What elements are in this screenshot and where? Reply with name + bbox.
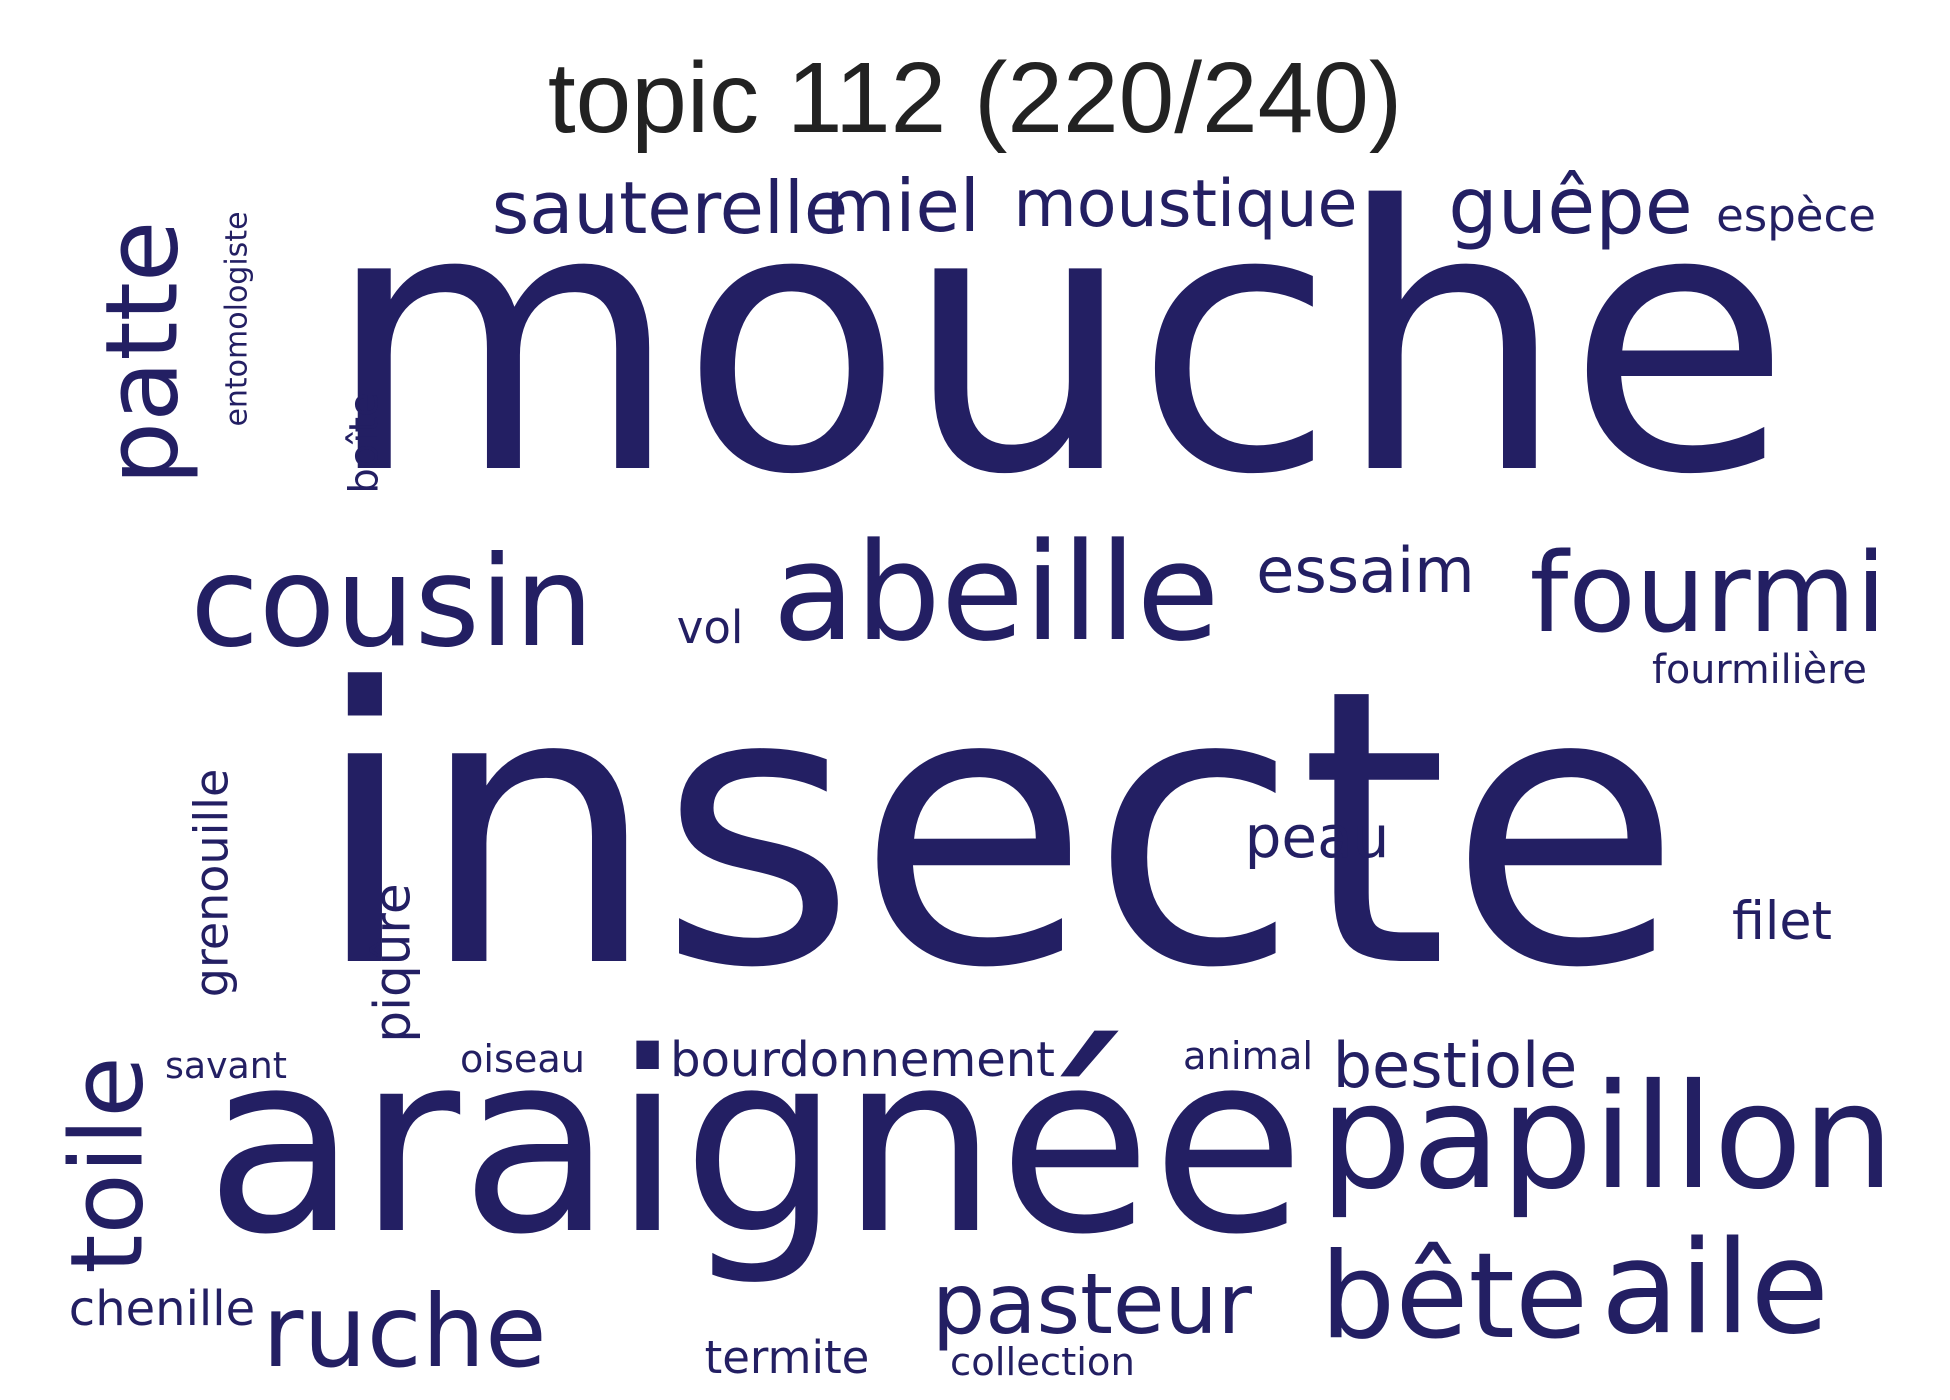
word-ruche: ruche: [262, 1273, 547, 1390]
word-collection: collection: [950, 1339, 1135, 1385]
word-espece: espèce: [1716, 189, 1876, 242]
word-pasteur: pasteur: [932, 1254, 1252, 1353]
word-sauterelle: sauterelle: [491, 166, 849, 250]
word-papillon: papillon: [1319, 1053, 1895, 1222]
word-guepe: guêpe: [1448, 162, 1693, 252]
word-araignee: araignée: [205, 999, 1305, 1290]
word-bourdonnement: bourdonnement: [670, 1032, 1055, 1088]
word-fourmi: fourmi: [1529, 529, 1887, 657]
word-chenille: chenille: [68, 1281, 256, 1337]
word-bestiole: bestiole: [1332, 1029, 1578, 1102]
word-peau: peau: [1244, 803, 1390, 871]
word-cousin: cousin: [190, 530, 594, 675]
word-piqure: piqûre: [364, 882, 423, 1043]
word-termite: termite: [704, 1331, 870, 1384]
word-aile: aile: [1600, 1214, 1830, 1363]
word-insecte: insecte: [312, 608, 1682, 1051]
word-filet: filet: [1732, 891, 1833, 952]
word-entomologiste: entomologiste: [219, 211, 255, 427]
word-boite: boîte: [342, 392, 389, 494]
word-moustique: moustique: [1013, 167, 1358, 242]
word-patte: patte: [82, 220, 200, 485]
word-essaim: essaim: [1256, 534, 1475, 607]
word-vol: vol: [676, 601, 744, 654]
word-animal: animal: [1183, 1033, 1314, 1079]
word-oiseau: oiseau: [460, 1037, 585, 1082]
word-grenouille: grenouille: [184, 768, 239, 998]
cloud-title: topic 112 (220/240): [547, 42, 1403, 154]
word-mouche: mouche: [324, 130, 1792, 555]
word-miel: miel: [825, 164, 980, 248]
word-toile: toile: [49, 1056, 167, 1274]
word-bete: bête: [1320, 1226, 1588, 1365]
word-savant: savant: [165, 1043, 287, 1087]
word-fourmiliere: fourmilière: [1652, 647, 1867, 694]
word-abeille: abeille: [772, 514, 1220, 671]
